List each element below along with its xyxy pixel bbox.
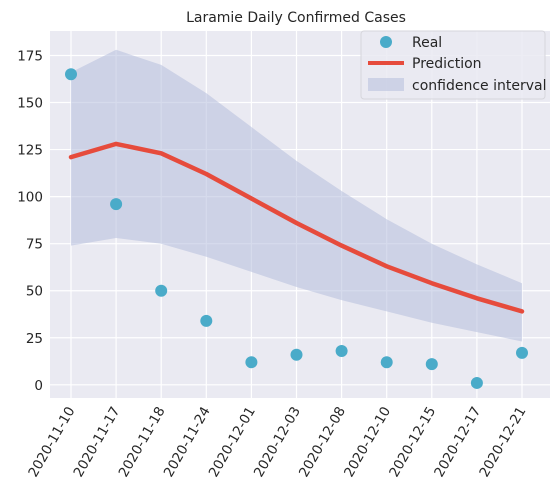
x-tick-label: 2020-12-17 [431,404,484,480]
real-point [200,314,213,327]
real-point [335,344,348,357]
prediction-line-layer [68,141,525,314]
x-tick-label: 2020-12-01 [206,404,259,480]
x-tick-label: 2020-11-17 [70,404,123,480]
y-tick-label: 50 [26,284,43,300]
y-tick-label: 100 [17,190,43,206]
y-tick-label: 125 [17,143,43,159]
x-tick-label: 2020-12-08 [296,404,349,480]
y-tick-label: 0 [34,378,43,394]
y-tick-label: 175 [17,48,43,64]
x-tick-label: 2020-12-21 [476,404,529,480]
confidence-interval-area [71,49,522,342]
real-point [290,348,303,361]
y-tick-label: 75 [26,237,43,253]
legend-real-label: Real [412,35,442,51]
x-tick-label: 2020-11-18 [116,404,169,480]
legend: Real Prediction confidence interval [360,30,546,100]
real-point [110,198,123,211]
real-point [470,376,483,389]
x-axis-ticks: 2020-11-102020-11-172020-11-182020-11-24… [25,404,529,480]
legend-real-marker [380,36,392,48]
y-axis-ticks: 0 25 50 75 100 125 150 175 [17,48,43,393]
x-tick-label: 2020-12-03 [251,404,304,480]
real-points [65,68,528,389]
real-point [245,356,258,369]
y-tick-label: 25 [26,331,43,347]
real-point [380,356,393,369]
chart-title: Laramie Daily Confirmed Cases [186,10,406,26]
legend-confidence-patch [368,78,404,91]
confidence-band [71,49,522,342]
x-tick-label: 2020-11-24 [161,404,214,480]
legend-confidence-label: confidence interval [412,78,546,94]
prediction-line [68,141,525,314]
legend-box [360,30,546,100]
x-tick-label: 2020-12-10 [341,404,394,480]
real-point [516,346,528,359]
x-tick-label: 2020-12-15 [386,404,439,480]
real-point [425,358,438,371]
real-point [155,284,168,297]
x-tick-label: 2020-11-10 [25,404,78,480]
y-tick-label: 150 [17,96,43,112]
real-point [65,68,77,81]
legend-prediction-label: Prediction [412,56,482,72]
